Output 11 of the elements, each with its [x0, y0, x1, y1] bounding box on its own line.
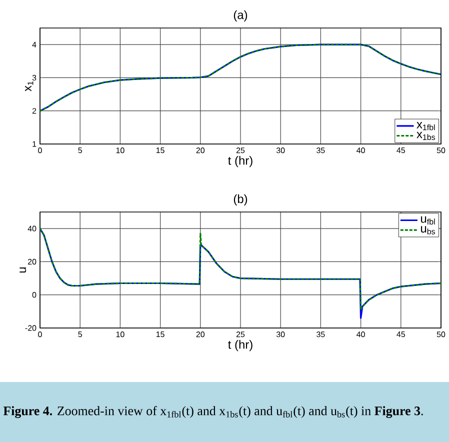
y-axis-title: u [20, 267, 26, 273]
y-axis-title: x$_{1}$ [25, 81, 34, 92]
chart-title: (b) [234, 194, 248, 206]
x-axis-title: t (hr) [228, 156, 252, 168]
legend-label: x$_{1bs}$ [416, 132, 436, 140]
chart-title: (a) [234, 10, 248, 22]
legend-label: u$_{bs}$ [421, 226, 436, 234]
legend-label: x$_{1fbl}$ [416, 122, 435, 130]
text: Figure 4. Zoomed-in view of x$_{1fbl}$(t) and x$_{1bs}$(t) and u$_{fbl}$(t) and u$_{bs}$(t) in Figure 3. [3, 406, 423, 418]
legend-label: u$_{fbl}$ [421, 216, 435, 225]
x-axis-title: t (hr) [228, 340, 252, 352]
